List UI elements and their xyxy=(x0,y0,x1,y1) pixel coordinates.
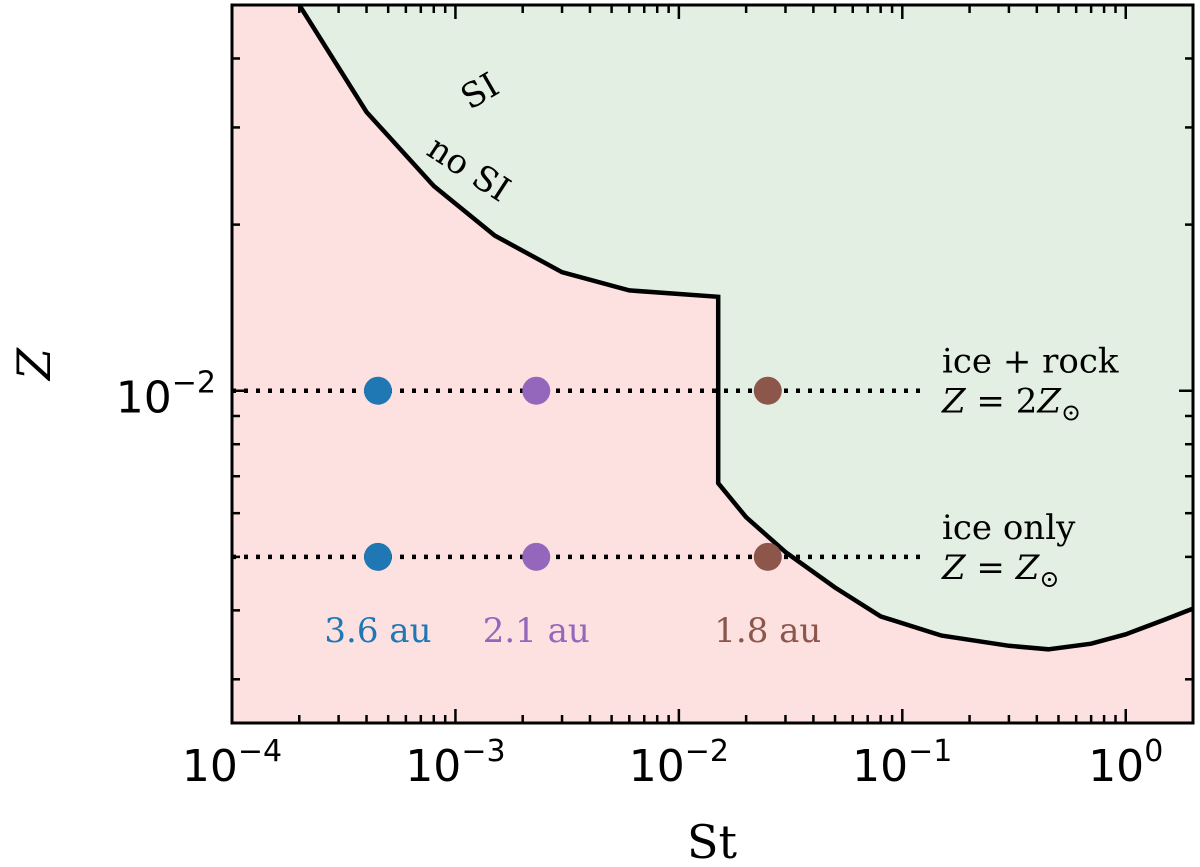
data-point xyxy=(363,376,392,405)
point-label: 3.6 au xyxy=(324,611,431,651)
x-tick-label: 100 xyxy=(1088,734,1163,792)
data-points xyxy=(363,376,782,571)
y-axis-title: Z xyxy=(7,347,61,382)
x-tick-label: 10−3 xyxy=(405,734,505,792)
reference-label-equation: Z = Z⊙ xyxy=(941,548,1059,593)
point-labels: 3.6 au 2.1 au 1.8 au xyxy=(324,611,821,651)
reference-label-top: ice only xyxy=(942,508,1076,548)
stability-boundary-line xyxy=(297,5,1193,652)
reference-label-equation: Z = 2Z⊙ xyxy=(941,382,1081,427)
plot-frame xyxy=(230,3,1195,725)
data-point xyxy=(753,376,782,405)
stable-region xyxy=(232,5,1193,723)
data-point xyxy=(753,542,782,571)
x-axis-title: St xyxy=(687,815,738,867)
unstable-region-fill xyxy=(299,5,1193,650)
axis-ticks xyxy=(230,3,1195,723)
point-label: 1.8 au xyxy=(714,611,821,651)
x-tick-label: 10−2 xyxy=(629,734,729,792)
x-tick-label: 10−1 xyxy=(852,734,952,792)
data-point xyxy=(522,376,551,405)
y-tick-label: 10−2 xyxy=(116,366,216,424)
x-tick-label: 10−4 xyxy=(182,734,282,792)
data-point xyxy=(522,542,551,571)
data-point xyxy=(363,542,392,571)
tick-labels: 10−4 10−3 10−2 10−1 100 10−2 xyxy=(116,366,1164,792)
point-label: 2.1 au xyxy=(483,611,590,651)
reference-label-top: ice + rock xyxy=(942,342,1119,382)
